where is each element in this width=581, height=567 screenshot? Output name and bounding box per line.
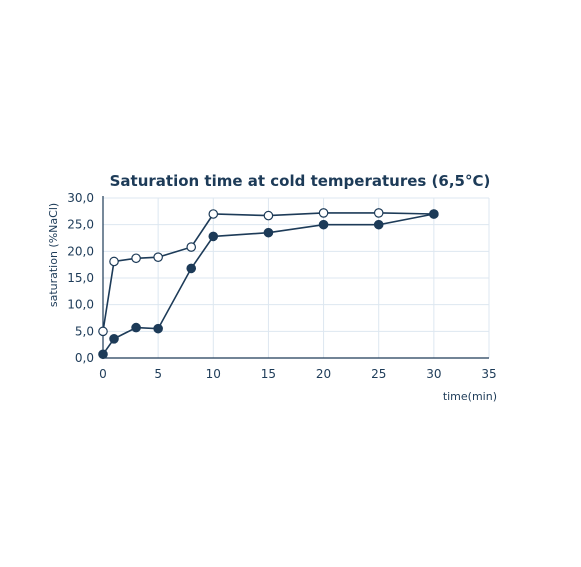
grid [103,197,490,358]
y-tick-label: 10,0 [67,298,94,312]
y-axis-label: saturation (%NaCl) [47,203,60,307]
series-1-point [98,326,108,337]
series-1-point [208,209,219,219]
series-2-point [208,231,219,242]
series-2-point [153,323,163,334]
y-tick-label: 15,0 [67,271,94,285]
x-tick-label: 0 [99,367,107,381]
x-axis-label: time(min) [443,390,497,403]
x-tick-label: 15 [261,367,276,381]
series-line-2 [102,213,435,355]
series-2-point [429,209,439,219]
series-1-point [318,208,329,218]
x-tick-label: 5 [154,367,162,381]
series-2-point [318,219,329,230]
series-2-point [186,263,197,274]
x-tick-label: 35 [481,367,496,381]
series-line-1 [102,212,434,332]
y-tick-label: 25,0 [67,218,94,232]
tick-labels: 0 5 10 15 20 25 30 35 0,0 5,0 10,0 15,0 20,0 25,0 30,0 [67,191,496,381]
series-1-point [263,210,274,221]
series-1-point [131,253,141,264]
series-1-point [109,256,119,267]
x-tick-label: 30 [426,367,441,381]
axes [102,196,489,359]
chart-title: Saturation time at cold temperatures (6,… [110,172,491,190]
y-tick-label: 20,0 [67,244,94,258]
y-tick-label: 30,0 [67,191,94,205]
x-tick-label: 25 [371,367,386,381]
x-tick-label: 10 [206,367,221,381]
series-1-point [186,242,197,252]
series-1-point [373,208,384,218]
series-2-point [131,322,141,333]
series-2-point [373,219,384,230]
x-tick-label: 20 [316,367,331,381]
series-2-point [109,333,119,344]
y-tick-label: 0,0 [75,351,94,365]
series [98,208,439,360]
series-2-point [263,227,274,238]
series-1-point [153,252,163,263]
y-tick-label: 5,0 [75,324,94,338]
series-2-point [98,349,108,360]
